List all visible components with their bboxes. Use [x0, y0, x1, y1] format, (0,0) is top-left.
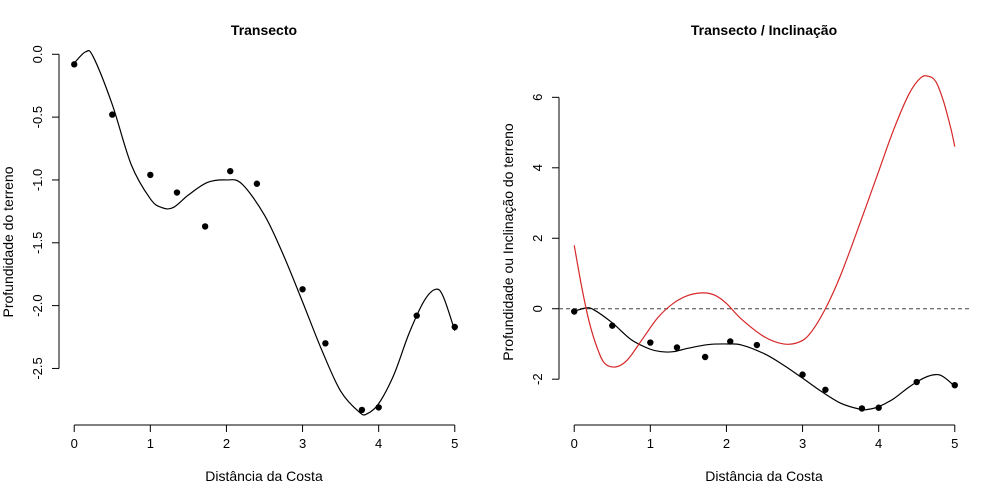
y-tick-label: -1.0 — [30, 169, 45, 191]
data-point — [227, 167, 234, 175]
x-tick-label: 2 — [723, 436, 730, 451]
chart-title-transecto: Transecto — [231, 22, 297, 38]
data-point — [673, 344, 681, 351]
data-point — [173, 189, 181, 196]
x-tick-label: 1 — [147, 436, 154, 451]
y-tick-label: -2.0 — [30, 294, 45, 316]
x-tick-label: 3 — [799, 436, 806, 451]
x-tick-label: 5 — [951, 436, 958, 451]
data-point — [753, 341, 761, 349]
y-tick-label: 6 — [530, 94, 545, 101]
data-point — [322, 340, 329, 347]
y-axis-label-transecto-inclinacao: Profundidade ou Inclinação do terreno — [500, 123, 516, 361]
panel-transecto: Transecto Distância da Costa Profundidad… — [0, 22, 458, 484]
data-point — [647, 339, 654, 346]
data-point — [358, 406, 366, 414]
y-tick-label: -0.5 — [30, 106, 45, 128]
y-tick-label: -2.5 — [30, 357, 45, 379]
data-point — [201, 223, 209, 230]
y-tick-label: 0.0 — [30, 45, 45, 63]
y-tick-label: 4 — [530, 164, 545, 171]
y-axis-label-transecto: Profundidade do terreno — [0, 166, 16, 317]
chart-title-transecto-inclinacao: Transecto / Inclinação — [691, 22, 837, 38]
plot-area-transecto-inclinacao: 0 1 2 3 4 5 -2 0 2 4 6 — [530, 75, 970, 451]
x-tick-label: 5 — [451, 436, 458, 451]
plot-area-transecto: 0 1 2 3 4 5 0.0 -0.5 -1.0 -1.5 -2.0 -2.5 — [30, 45, 458, 451]
data-point — [701, 353, 709, 361]
x-axis-label-transecto-inclinacao: Distância da Costa — [705, 468, 823, 484]
fitted-profile-curve — [574, 307, 956, 411]
data-point — [147, 171, 154, 179]
y-tick-label: -1.5 — [30, 232, 45, 254]
x-tick-label: 4 — [375, 436, 382, 451]
x-tick-label: 2 — [223, 436, 230, 451]
y-tick-label: 0 — [530, 305, 545, 312]
slope-curve — [573, 75, 956, 368]
fitted-profile-curve — [73, 49, 456, 416]
data-point — [109, 111, 116, 118]
data-point — [858, 405, 866, 412]
panel-transecto-inclinacao: Transecto / Inclinação Distância da Cost… — [500, 22, 970, 484]
x-tick-label: 1 — [647, 436, 654, 451]
y-tick-label: -2 — [530, 373, 545, 385]
x-tick-label: 0 — [571, 436, 578, 451]
data-point — [571, 308, 578, 315]
data-point — [799, 371, 806, 378]
x-axis-label-transecto: Distância da Costa — [205, 468, 323, 484]
data-point — [727, 338, 734, 345]
x-tick-label: 0 — [71, 436, 78, 451]
data-point — [951, 381, 958, 389]
data-point — [253, 180, 261, 187]
y-tick-label: 2 — [530, 235, 545, 242]
data-point — [71, 61, 78, 68]
data-point — [299, 286, 306, 293]
x-tick-label: 3 — [299, 436, 306, 451]
x-tick-label: 4 — [875, 436, 882, 451]
data-point — [822, 386, 829, 393]
